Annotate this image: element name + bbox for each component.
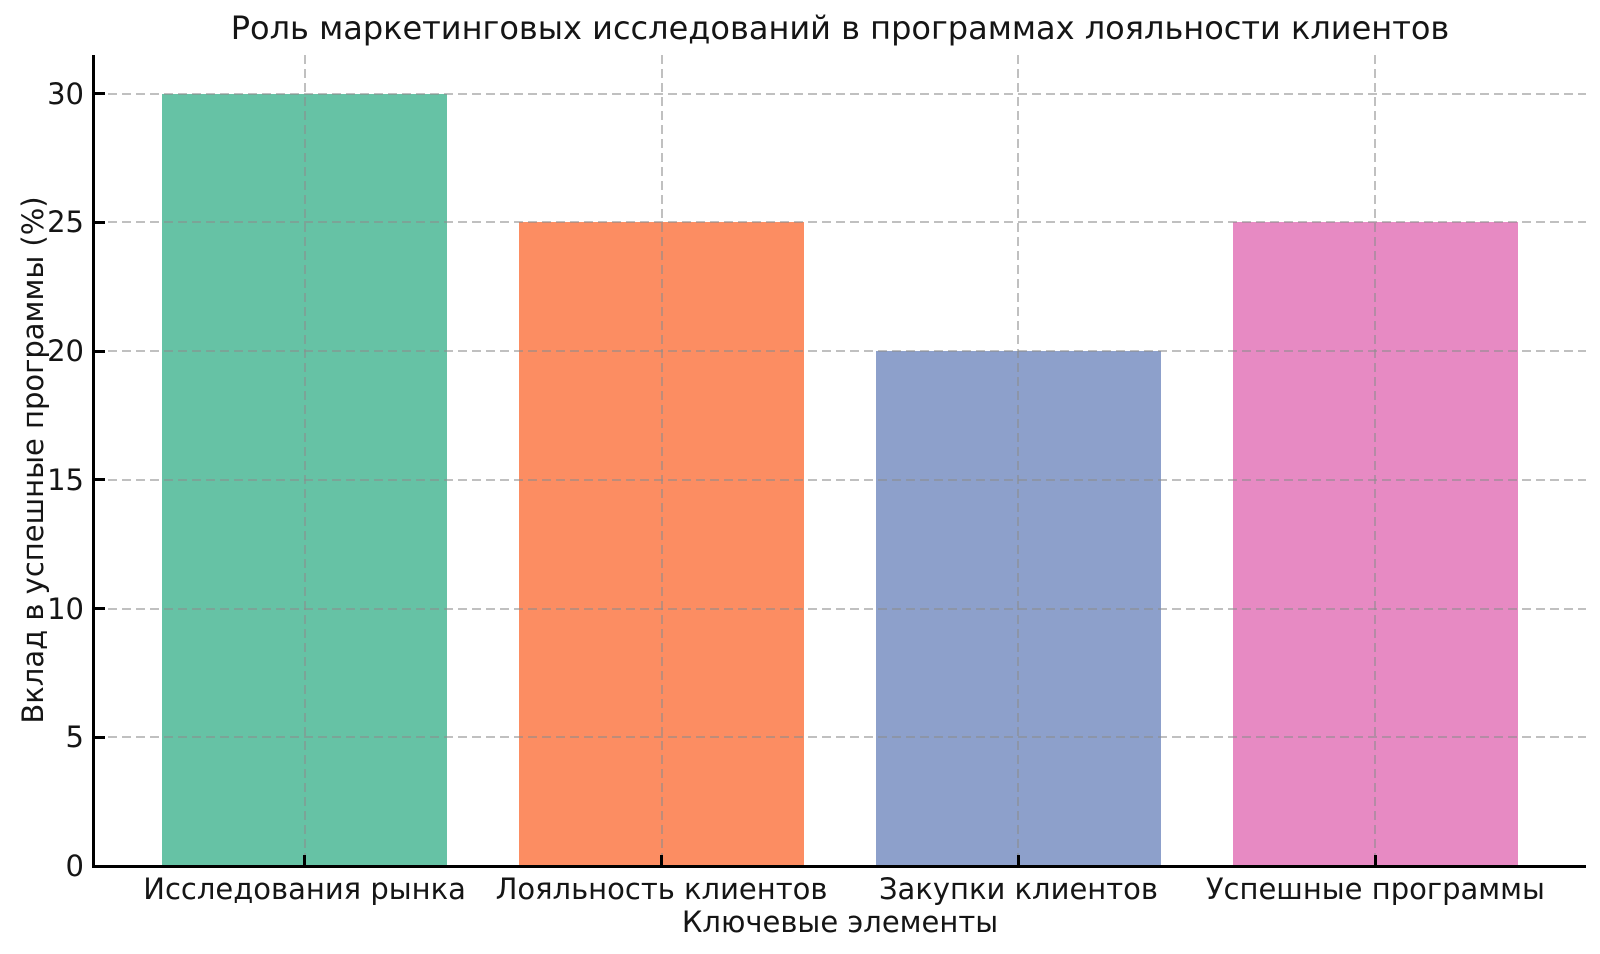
y-tick-label: 0 bbox=[65, 849, 84, 883]
y-tick-mark bbox=[94, 220, 105, 224]
x-tick-mark bbox=[303, 855, 307, 866]
x-axis-spine bbox=[92, 864, 1586, 868]
y-tick-mark bbox=[94, 607, 105, 611]
y-tick-label: 20 bbox=[47, 334, 84, 369]
y-tick-label: 30 bbox=[47, 76, 84, 111]
chart-title: Роль маркетинговых исследований в програ… bbox=[230, 9, 1450, 47]
gridline-vertical bbox=[303, 55, 306, 866]
x-axis-label: Ключевые элементы bbox=[681, 905, 999, 939]
gridline-horizontal bbox=[94, 92, 1586, 95]
gridline-vertical bbox=[1374, 55, 1377, 866]
gridline-horizontal bbox=[94, 736, 1586, 739]
y-tick-label: 15 bbox=[47, 462, 84, 497]
plot-area bbox=[92, 55, 1586, 868]
x-tick-label: Лояльность клиентов bbox=[495, 872, 828, 906]
x-tick-label: Закупки клиентов bbox=[878, 872, 1158, 906]
y-axis-label: Вклад в успешные программы (%) bbox=[16, 196, 50, 724]
gridline-horizontal bbox=[94, 607, 1586, 610]
gridline-horizontal bbox=[94, 478, 1586, 481]
x-tick-mark bbox=[1373, 855, 1377, 866]
y-tick-mark bbox=[94, 349, 105, 353]
y-tick-label: 25 bbox=[47, 205, 84, 240]
x-tick-mark bbox=[1016, 855, 1020, 866]
gridline-vertical bbox=[660, 55, 663, 866]
y-tick-mark bbox=[94, 92, 105, 96]
x-tick-label: Исследования рынка bbox=[143, 872, 466, 906]
gridline-horizontal bbox=[94, 350, 1586, 353]
y-tick-label: 5 bbox=[65, 720, 84, 755]
y-tick-mark bbox=[94, 864, 105, 868]
y-tick-mark bbox=[94, 735, 105, 739]
x-tick-mark bbox=[660, 855, 664, 866]
y-tick-label: 10 bbox=[47, 591, 84, 626]
gridline-vertical bbox=[1017, 55, 1020, 866]
y-axis-spine bbox=[92, 55, 95, 868]
gridline-horizontal bbox=[94, 221, 1586, 224]
x-tick-label: Успешные программы bbox=[1205, 872, 1545, 906]
y-tick-mark bbox=[94, 478, 105, 482]
